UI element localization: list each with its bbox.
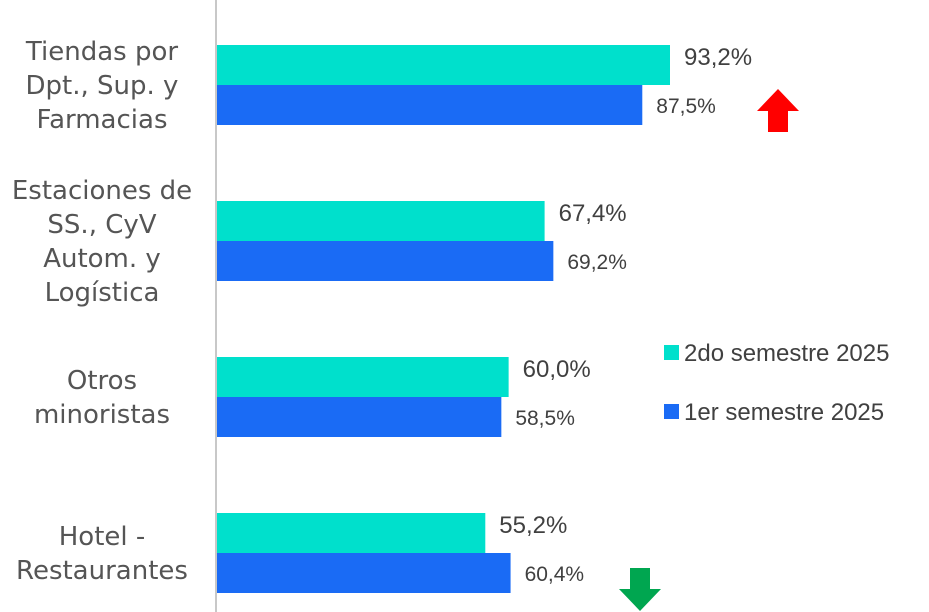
data-label: 55,2% <box>499 512 567 539</box>
data-label: 87,5% <box>656 95 716 118</box>
category-label-line: Autom. y <box>43 244 161 274</box>
category-label: Hotel - Restaurantes <box>16 522 188 586</box>
category-label-line: Logística <box>45 278 160 308</box>
arrow-up-icon <box>757 89 799 132</box>
category-label-line: Tiendas por <box>25 37 178 67</box>
category-label-line: Farmacias <box>37 105 168 135</box>
data-label: 93,2% <box>684 44 752 71</box>
bar-1er-semestre <box>217 85 643 125</box>
category-label-line: minoristas <box>34 400 170 430</box>
category-label-line: Dpt., Sup. y <box>26 71 179 101</box>
data-label: 58,5% <box>515 407 575 430</box>
legend: 2do semestre 2025 1er semestre 2025 <box>664 340 889 426</box>
bar-2do-semestre <box>217 357 509 397</box>
category-label: Otros minoristas <box>34 366 170 430</box>
legend-label: 1er semestre 2025 <box>684 399 884 426</box>
category-labels: Tiendas por Dpt., Sup. y Farmacias Estacion… <box>12 37 192 586</box>
value-labels: 93,2% 67,4% 60,0% 55,2% 87,5% 69,2% 58,5% 60,4% <box>499 44 752 586</box>
legend-swatch <box>664 404 679 419</box>
category-label-line: Restaurantes <box>16 556 188 586</box>
bars <box>217 45 670 593</box>
legend-label: 2do semestre 2025 <box>684 340 889 367</box>
bar-2do-semestre <box>217 45 670 85</box>
category-label-line: Hotel - <box>59 522 146 552</box>
category-label: Tiendas por Dpt., Sup. y Farmacias <box>25 37 179 135</box>
category-label-line: Estaciones de <box>12 176 192 206</box>
bar-1er-semestre <box>217 397 502 437</box>
data-label: 67,4% <box>559 200 627 227</box>
category-label-line: SS., CyV <box>47 210 156 240</box>
annotations <box>619 89 799 611</box>
legend-swatch <box>664 345 679 360</box>
data-label: 69,2% <box>567 251 627 274</box>
arrow-down-icon <box>619 568 661 611</box>
data-label: 60,4% <box>525 563 585 586</box>
bar-1er-semestre <box>217 553 511 593</box>
category-label: Estaciones de SS., CyV Autom. y Logística <box>12 176 192 308</box>
category-label-line: Otros <box>67 366 137 396</box>
bar-2do-semestre <box>217 201 545 241</box>
bar-2do-semestre <box>217 513 486 553</box>
bar-1er-semestre <box>217 241 554 281</box>
data-label: 60,0% <box>523 356 591 383</box>
